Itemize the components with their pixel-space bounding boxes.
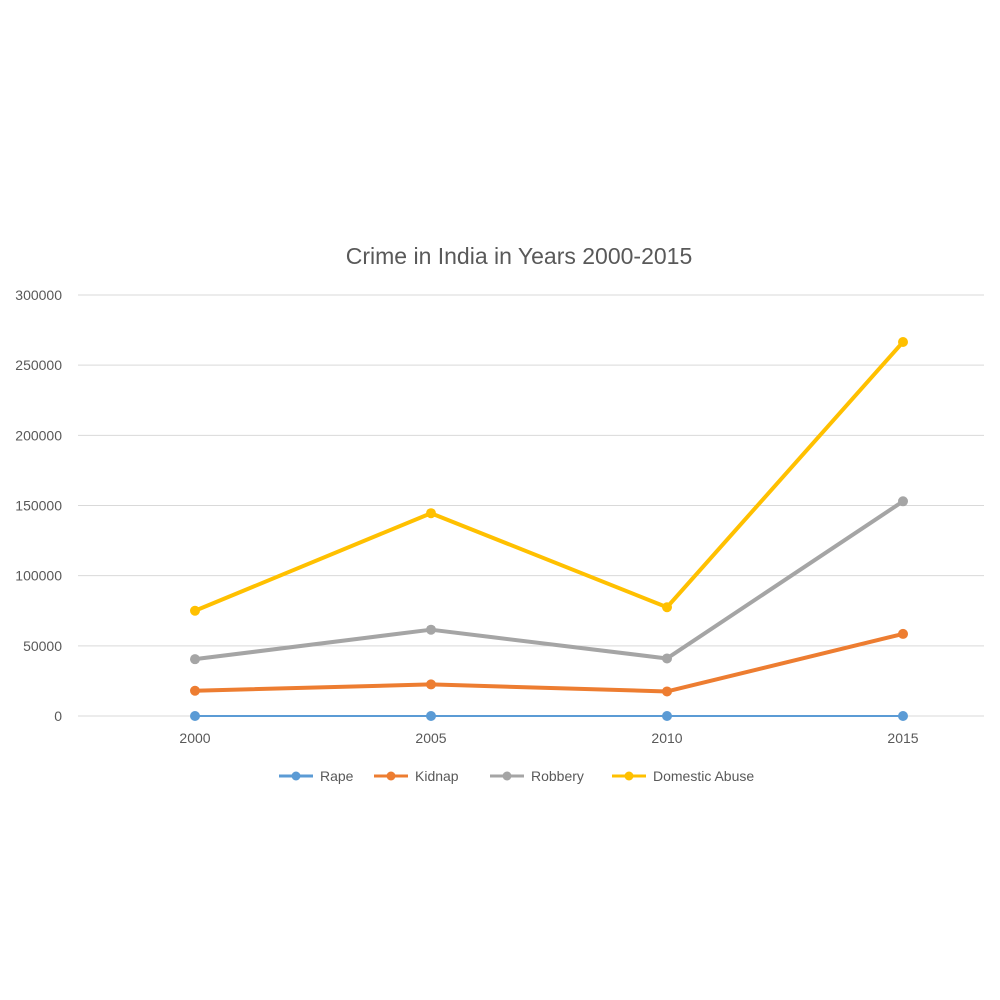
data-point (190, 605, 200, 616)
legend-item: Rape (279, 768, 354, 784)
y-tick-label: 200000 (15, 427, 62, 443)
x-axis-tick-labels: 2000 2005 2010 2015 (179, 730, 918, 746)
data-point (898, 337, 908, 348)
y-tick-label: 50000 (23, 638, 62, 654)
series-robbery (190, 496, 908, 665)
series-line (193, 499, 905, 662)
legend-swatch-marker (502, 771, 512, 781)
legend-label: Robbery (531, 768, 584, 784)
data-point (190, 654, 200, 665)
data-point (898, 711, 908, 721)
legend: Rape Kidnap Robbery Domestic Abuse (279, 768, 754, 784)
y-tick-label: 250000 (15, 357, 62, 373)
series-rape (190, 711, 908, 721)
y-tick-label: 0 (54, 708, 62, 724)
data-point (662, 686, 672, 697)
legend-swatch-marker (386, 771, 396, 781)
x-tick-label: 2015 (887, 730, 918, 746)
data-point (898, 496, 908, 507)
legend-item: Kidnap (374, 768, 459, 784)
data-point (662, 602, 672, 613)
x-tick-label: 2000 (179, 730, 210, 746)
gridlines (78, 294, 984, 717)
y-axis-tick-labels: 0 50000 100000 150000 200000 250000 300000 (15, 287, 62, 724)
legend-item: Domestic Abuse (612, 768, 754, 784)
legend-item: Robbery (490, 768, 584, 784)
legend-label: Kidnap (415, 768, 459, 784)
data-point (662, 711, 672, 721)
data-point (190, 685, 200, 696)
legend-label: Domestic Abuse (653, 768, 754, 784)
data-point (426, 624, 436, 635)
data-point (190, 711, 200, 721)
y-tick-label: 150000 (15, 498, 62, 514)
data-point (662, 653, 672, 664)
legend-swatch-marker (624, 771, 634, 781)
data-point (426, 711, 436, 721)
chart-title: Crime in India in Years 2000-2015 (346, 243, 693, 269)
y-tick-label: 100000 (15, 568, 62, 584)
data-point (426, 508, 436, 519)
series-line (193, 340, 905, 613)
y-tick-label: 300000 (15, 287, 62, 303)
x-tick-label: 2010 (651, 730, 682, 746)
data-point (898, 628, 908, 639)
series-kidnap (190, 628, 908, 697)
series-domestic-abuse (190, 337, 908, 616)
legend-label: Rape (320, 768, 354, 784)
series-lines (190, 337, 908, 721)
data-point (426, 679, 436, 690)
x-tick-label: 2005 (415, 730, 446, 746)
legend-swatch-marker (291, 771, 301, 781)
series-line (193, 631, 905, 694)
